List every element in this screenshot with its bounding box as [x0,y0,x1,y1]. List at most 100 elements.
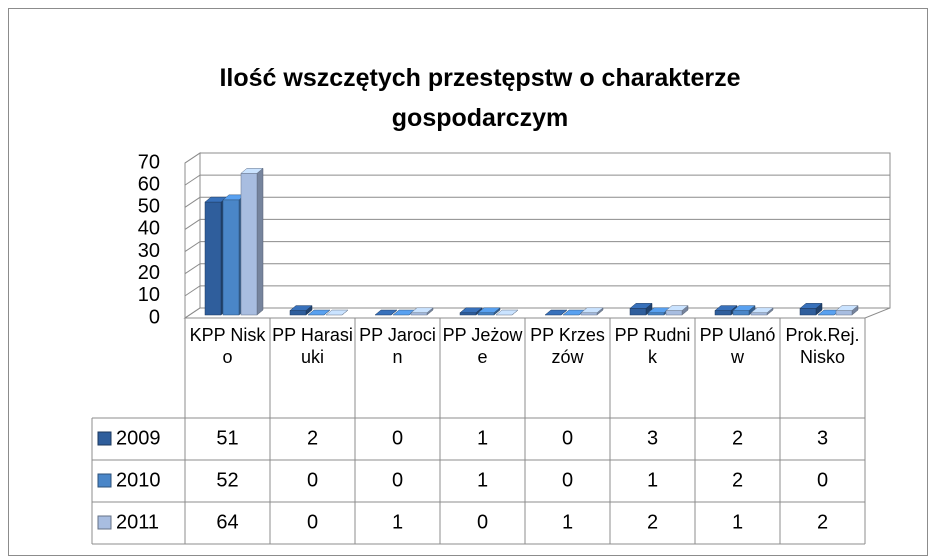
bar [647,312,665,316]
bar [799,308,817,316]
x-tick-label: PP Ulanów [699,325,776,367]
bar-top [495,309,519,316]
bar [835,310,853,316]
y-tick-label: 50 [138,196,160,218]
bar [665,310,683,316]
bar [222,199,240,316]
table-value: 0 [392,427,403,449]
table-value: 1 [477,427,488,449]
grid-line [184,263,890,275]
table-value: 0 [562,469,573,491]
category-cell: PP Krzeszów [530,325,605,367]
table-value: 52 [216,469,238,491]
chart-title-box: Ilość wszczętych przestępstw o charakter… [219,64,741,132]
x-tick-label: PP Rudnik [614,325,691,367]
category-cell: PP Ulanów [699,325,776,367]
category-cell: PP Jarocin [359,325,436,367]
table-value: 1 [732,511,743,533]
bar [477,312,495,316]
legend-label: 2010 [116,469,161,491]
bar [289,310,307,316]
table-value: 0 [392,469,403,491]
category-cell: PP Jeżowe [442,325,523,367]
table-value: 2 [647,511,658,533]
side-wall [184,152,201,319]
category-cell: KPP Nisko [189,325,266,367]
bar-top [732,305,756,311]
legend-swatch [97,515,112,530]
table-value: 1 [562,511,573,533]
table-value: 3 [647,427,658,449]
grid-line [184,285,890,297]
grid-line [184,152,890,164]
grid-line [184,196,890,208]
table-value: 2 [732,427,743,449]
table-value: 0 [307,511,318,533]
bar-side [256,167,264,316]
bar-top [325,309,349,316]
bar [732,310,750,316]
table-value: 1 [647,469,658,491]
table-value: 0 [562,427,573,449]
legend-label: 2009 [116,427,161,449]
table-value: 0 [477,511,488,533]
legend-swatch [97,431,112,446]
bar [204,201,222,316]
table-value: 3 [817,427,828,449]
bar-top [580,307,604,314]
bar-top [289,305,313,311]
bar [240,173,258,316]
y-tick-label: 20 [138,262,160,284]
y-tick-label: 40 [138,218,160,240]
chart-title: Ilość wszczętych przestępstw o charakter… [219,64,741,132]
bar-top [714,305,738,311]
bar [410,312,428,316]
bar-top [307,309,331,316]
back-wall [199,152,891,309]
bar [714,310,732,316]
bar [459,312,477,316]
x-tick-label: PP Jarocin [359,325,436,367]
bar-top [544,309,568,316]
category-cell: Prok.Rej.Nisko [785,325,860,367]
grid-line [184,218,890,230]
bar-top [835,305,859,311]
x-tick-label: KPP Nisko [189,325,266,367]
bar [580,312,598,316]
table-value: 2 [732,469,743,491]
category-cell: PP Rudnik [614,325,691,367]
y-tick-label: 70 [138,151,160,173]
table-value: 2 [817,511,828,533]
bar-top [240,168,264,174]
grid-line [184,241,890,252]
y-tick-label: 30 [138,240,160,262]
table-value: 51 [216,427,238,449]
bar-top [750,307,774,314]
bar-top [629,303,653,309]
category-cell: PP Harasiuki [272,325,353,367]
x-tick-label: PP Jeżowe [442,325,523,367]
bar-top [459,307,483,314]
table-value: 2 [307,427,318,449]
y-tick-label: 60 [138,173,160,195]
bar-top [799,303,823,309]
bar-top [410,307,434,314]
x-tick-label: PP Harasiuki [272,325,353,367]
x-tick-label: PP Krzeszów [530,325,605,367]
table-value: 1 [392,511,403,533]
grid-line [184,174,890,186]
y-tick-label: 10 [138,284,160,306]
table-value: 1 [477,469,488,491]
legend-swatch [97,473,112,488]
bar-top [374,309,398,316]
table-value: 0 [817,469,828,491]
bar [750,312,768,316]
bar [629,308,647,316]
x-tick-label: Prok.Rej.Nisko [785,325,860,367]
table-value: 0 [307,469,318,491]
y-tick-label: 0 [149,306,160,328]
table-value: 64 [216,511,238,533]
bar-top [477,307,501,314]
